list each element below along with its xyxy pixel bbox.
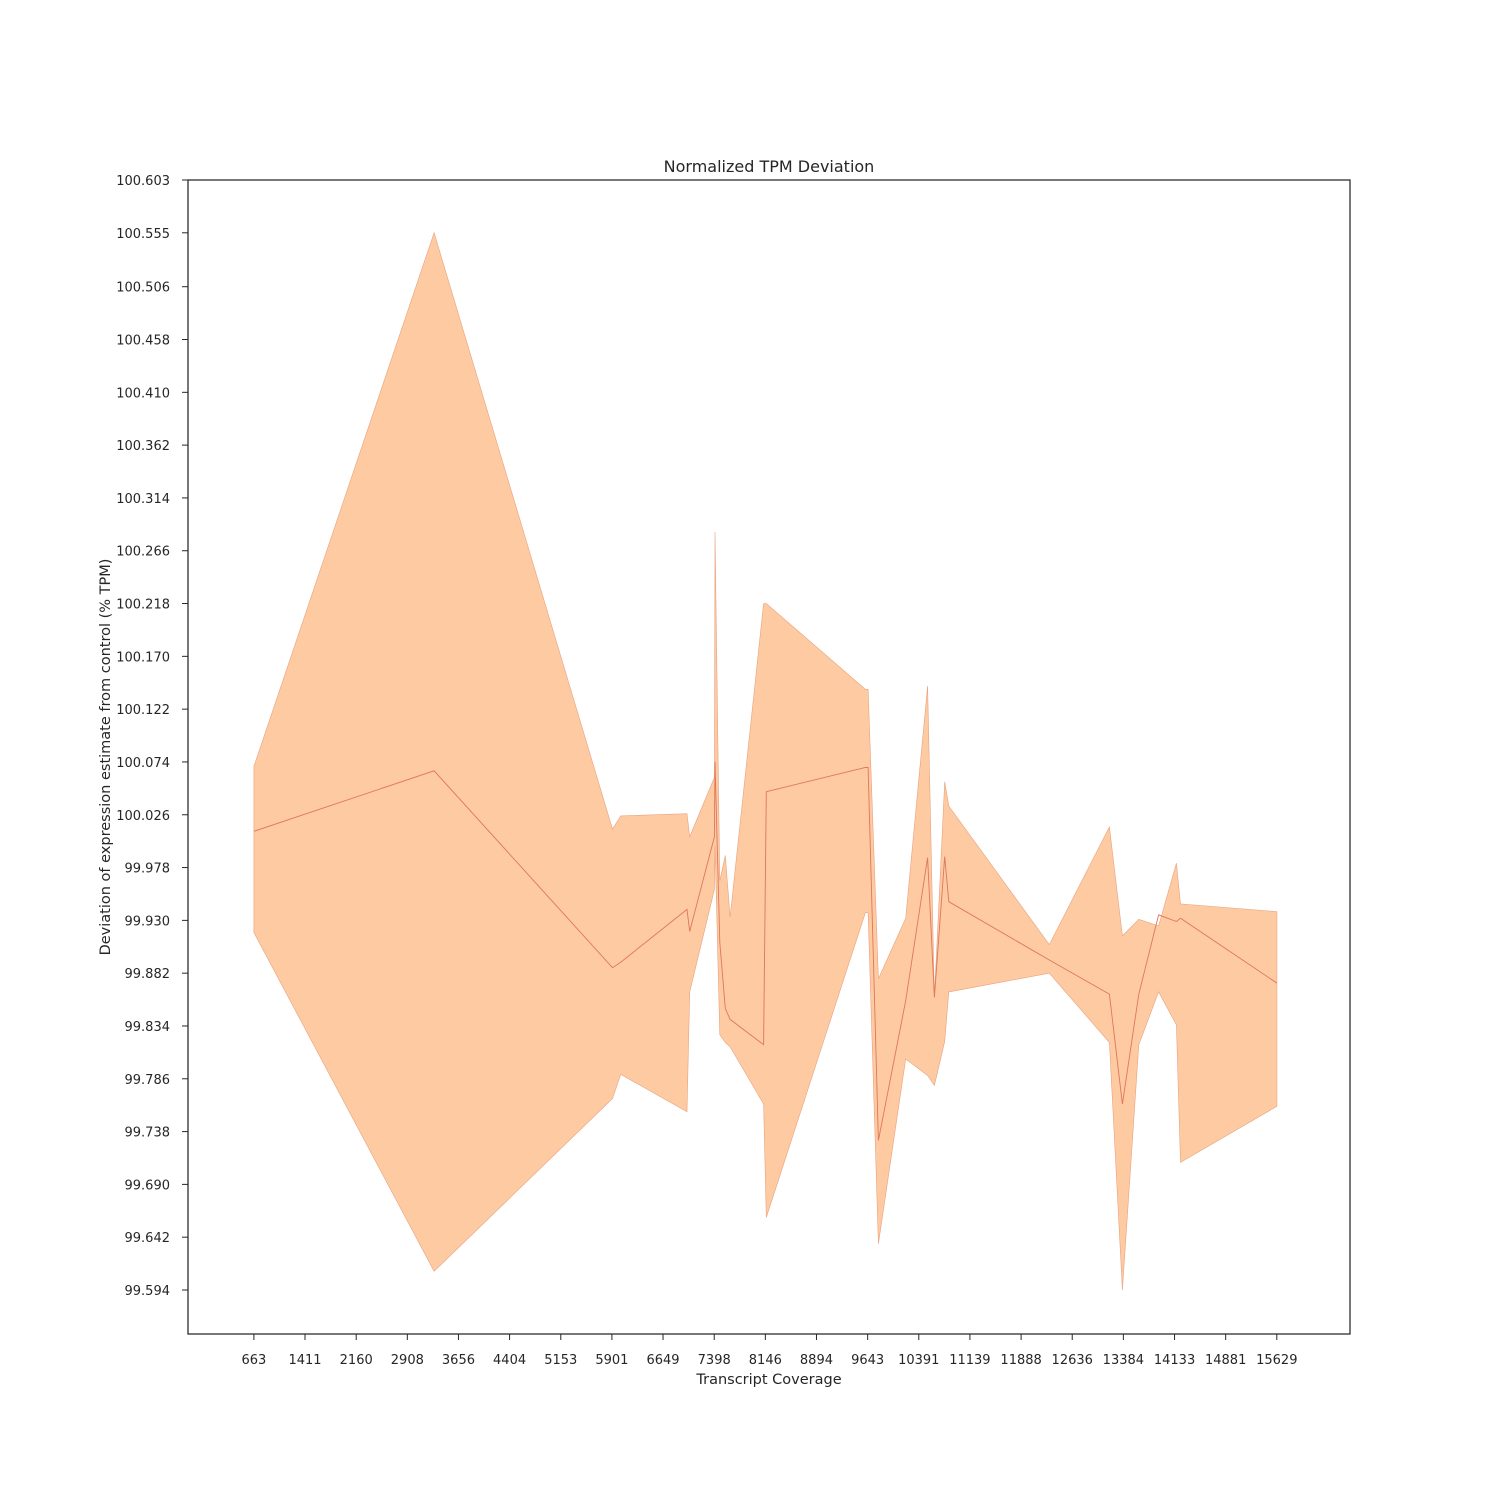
- y-tick-label: 100.218: [116, 598, 170, 613]
- x-tick-label: 4404: [493, 1353, 526, 1368]
- y-tick-label: 100.458: [116, 334, 170, 349]
- y-tick-label: 99.690: [125, 1178, 171, 1193]
- confidence-band: [253, 231, 1278, 1291]
- y-tick-label: 100.026: [116, 809, 170, 824]
- x-axis-label: Transcript Coverage: [695, 1372, 841, 1388]
- y-tick-label: 100.555: [116, 227, 170, 242]
- x-tick-label: 10391: [898, 1353, 939, 1368]
- y-tick-label: 99.594: [125, 1284, 171, 1299]
- y-axis: 99.594 99.642 99.690 99.738 99.786 99.834 99.8…: [116, 174, 188, 1299]
- x-tick-label: 8894: [800, 1353, 833, 1368]
- x-tick-label: 2160: [340, 1353, 373, 1368]
- y-tick-label: 100.122: [116, 703, 170, 718]
- y-tick-label: 100.314: [116, 492, 170, 507]
- x-tick-label: 3656: [442, 1353, 475, 1368]
- mean-line: [253, 761, 1278, 1141]
- y-tick-label: 99.882: [125, 967, 171, 982]
- x-tick-label: 9643: [851, 1353, 884, 1368]
- x-tick-label: 8146: [749, 1353, 782, 1368]
- x-tick-label: 6649: [646, 1353, 679, 1368]
- y-tick-label: 100.266: [116, 545, 170, 560]
- y-tick-label: 99.930: [125, 914, 171, 929]
- x-tick-label: 5153: [544, 1353, 577, 1368]
- x-tick-label: 14133: [1154, 1353, 1195, 1368]
- x-tick-label: 14881: [1205, 1353, 1246, 1368]
- y-tick-label: 100.603: [116, 174, 170, 189]
- x-tick-label: 11139: [949, 1353, 990, 1368]
- y-tick-label: 100.362: [116, 439, 170, 454]
- x-tick-label: 12636: [1052, 1353, 1093, 1368]
- plot-frame: [187, 179, 1351, 1335]
- y-tick-label: 100.170: [116, 650, 170, 665]
- x-tick-label: 2908: [391, 1353, 424, 1368]
- x-axis: 663 1411 2160 2908 3656 4404 5153 5901 6649 7398 8…: [241, 1334, 1297, 1368]
- y-axis-label: Deviation of expression estimate from co…: [98, 559, 114, 956]
- y-tick-label: 99.834: [125, 1020, 171, 1035]
- x-tick-label: 13384: [1103, 1353, 1144, 1368]
- x-tick-label: 7398: [698, 1353, 731, 1368]
- x-tick-label: 15629: [1256, 1353, 1297, 1368]
- y-tick-label: 100.410: [116, 386, 170, 401]
- y-tick-label: 99.738: [125, 1126, 171, 1141]
- y-tick-label: 99.642: [125, 1231, 171, 1246]
- x-tick-label: 11888: [1000, 1353, 1041, 1368]
- x-tick-label: 1411: [288, 1353, 321, 1368]
- y-tick-label: 100.074: [116, 756, 170, 771]
- x-tick-label: 5901: [595, 1353, 628, 1368]
- y-tick-label: 100.506: [116, 281, 170, 296]
- y-tick-label: 99.786: [125, 1073, 171, 1088]
- y-tick-label: 99.978: [125, 862, 171, 877]
- x-tick-label: 663: [241, 1353, 266, 1368]
- chart-title: Normalized TPM Deviation: [664, 157, 875, 176]
